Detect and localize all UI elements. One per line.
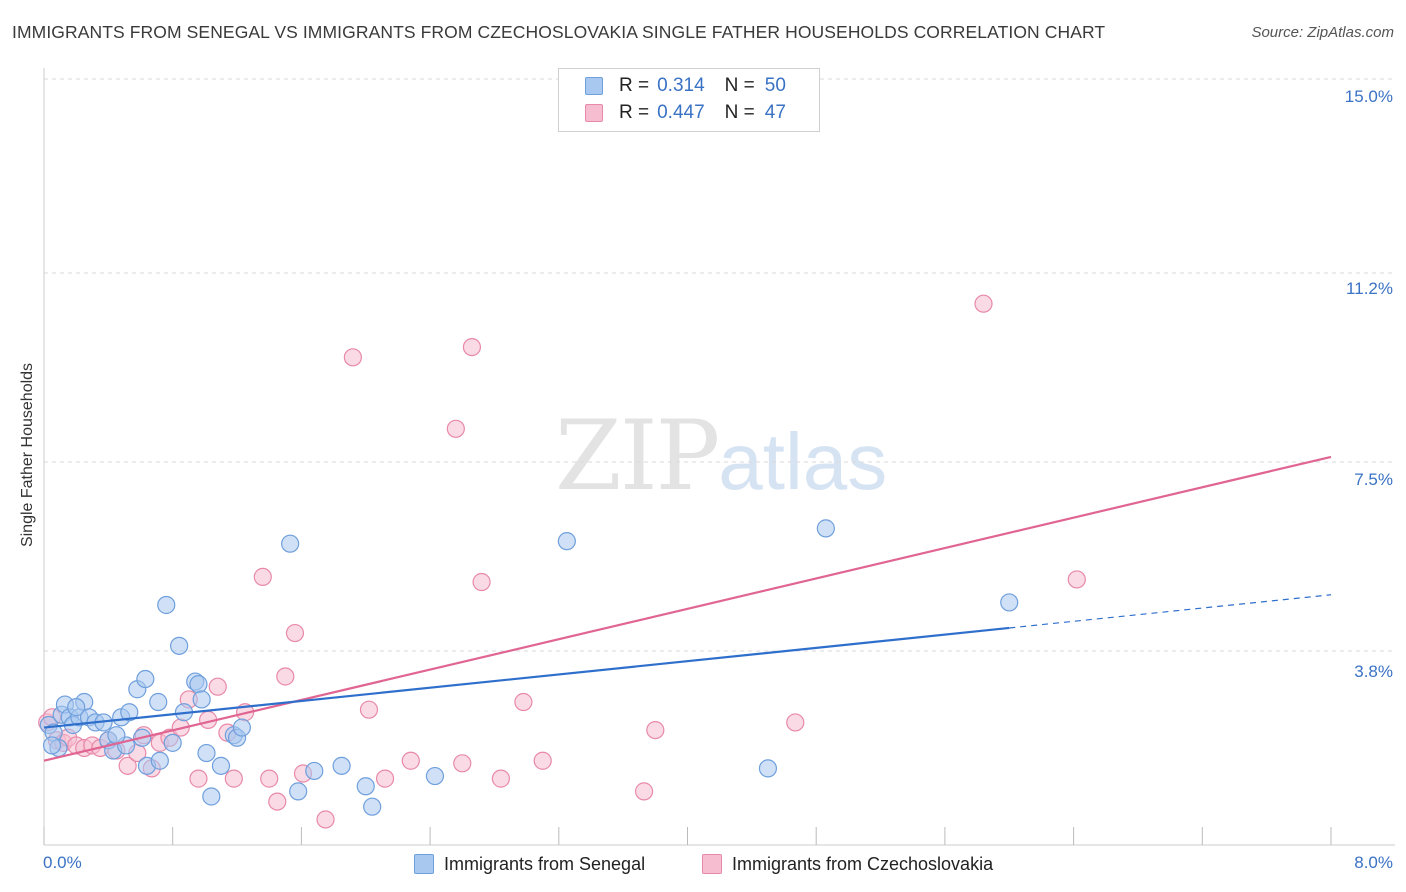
czech-point xyxy=(462,338,482,357)
senegal-point xyxy=(305,761,324,781)
senegal-point xyxy=(356,777,375,796)
n-label: N = xyxy=(724,75,755,96)
senegal-swatch xyxy=(585,77,603,95)
y-tick-label: 7.5% xyxy=(1354,470,1393,489)
r-value: 0.447 xyxy=(657,102,705,123)
senegal-point xyxy=(120,703,139,722)
czech-point xyxy=(472,572,491,592)
czech-point xyxy=(343,348,362,367)
legend-row-czech: R = 0.447 N = 47 xyxy=(585,101,786,125)
legend-item-senegal[interactable]: Immigrants from Senegal xyxy=(414,852,645,876)
legend-label-czech: Immigrants from Czechoslovakia xyxy=(732,853,994,874)
czech-point xyxy=(118,756,137,775)
czech-point xyxy=(276,667,295,686)
czech-point xyxy=(786,713,805,732)
senegal-point xyxy=(289,782,308,801)
watermark-atlas: atlas xyxy=(718,417,888,506)
senegal-point xyxy=(557,532,576,551)
czech-point xyxy=(646,720,665,740)
r-label: R = xyxy=(619,102,650,123)
senegal-point xyxy=(189,675,208,694)
czech-point xyxy=(260,769,279,788)
senegal-point xyxy=(202,787,221,806)
czech-point xyxy=(189,769,208,788)
legend-item-czech[interactable]: Immigrants from Czechoslovakia xyxy=(702,852,993,876)
n-value: 50 xyxy=(764,75,786,96)
legend-label-senegal: Immigrants from Senegal xyxy=(444,853,646,874)
senegal-point xyxy=(192,690,211,709)
senegal-point xyxy=(232,718,251,737)
senegal-trendline-extension xyxy=(1009,594,1332,629)
senegal-point xyxy=(211,756,231,775)
senegal-point xyxy=(149,692,168,712)
senegal-point xyxy=(363,797,382,816)
y-tick-label: 11.2% xyxy=(1346,279,1393,298)
czech-point xyxy=(375,769,395,788)
senegal-point xyxy=(332,756,351,775)
senegal-point xyxy=(157,595,176,615)
czech-point xyxy=(253,567,272,587)
x-max-label: 8.0% xyxy=(1354,853,1393,872)
czech-point xyxy=(359,700,379,719)
legend-row-senegal: R = 0.314 N = 50 xyxy=(585,74,786,98)
watermark-zip: ZIP xyxy=(555,400,720,512)
senegal-point xyxy=(67,698,86,717)
czech-point xyxy=(316,810,335,829)
czech-trendline xyxy=(43,455,1332,762)
chart-title: IMMIGRANTS FROM SENEGAL VS IMMIGRANTS FR… xyxy=(12,22,1106,42)
czech-point xyxy=(491,769,510,788)
czech-point xyxy=(514,692,533,712)
n-label: N = xyxy=(724,102,755,123)
czech-point xyxy=(974,294,993,313)
czech-point xyxy=(533,751,552,770)
czech-swatch xyxy=(585,104,603,122)
senegal-point xyxy=(197,743,216,763)
czech-point xyxy=(446,419,465,438)
r-label: R = xyxy=(619,75,650,96)
source-label: Source: ZipAtlas.com xyxy=(1251,24,1394,41)
n-value: 47 xyxy=(764,102,786,123)
senegal-point xyxy=(150,751,169,770)
senegal-point xyxy=(1000,593,1019,612)
czech-point xyxy=(453,754,472,773)
y-axis-label: Single Father Households xyxy=(19,362,36,548)
czech-point xyxy=(224,769,243,788)
senegal-point xyxy=(425,766,445,786)
senegal-point xyxy=(136,669,155,689)
x-min-label: 0.0% xyxy=(43,853,82,872)
czech-point xyxy=(208,677,227,696)
correlation-legend: R = 0.314 N = 50 R = 0.447 N = 47 xyxy=(558,68,820,132)
czech-point xyxy=(285,623,305,643)
senegal-point xyxy=(163,733,182,752)
watermark: ZIPatlas xyxy=(555,400,887,512)
r-value: 0.314 xyxy=(657,75,705,96)
senegal-point xyxy=(170,636,189,655)
czech-point xyxy=(1067,570,1086,589)
czech-point xyxy=(268,792,287,811)
senegal-point xyxy=(758,759,778,778)
senegal-point xyxy=(42,736,62,755)
y-tick-label: 15.0% xyxy=(1344,87,1393,106)
czech-point xyxy=(401,751,420,770)
senegal-point xyxy=(281,534,300,553)
senegal-swatch xyxy=(414,854,434,874)
czech-swatch xyxy=(702,854,722,874)
y-tick-label: 3.8% xyxy=(1354,662,1393,681)
czech-point xyxy=(634,782,654,801)
senegal-trendline xyxy=(43,626,1010,729)
senegal-point xyxy=(816,519,835,538)
